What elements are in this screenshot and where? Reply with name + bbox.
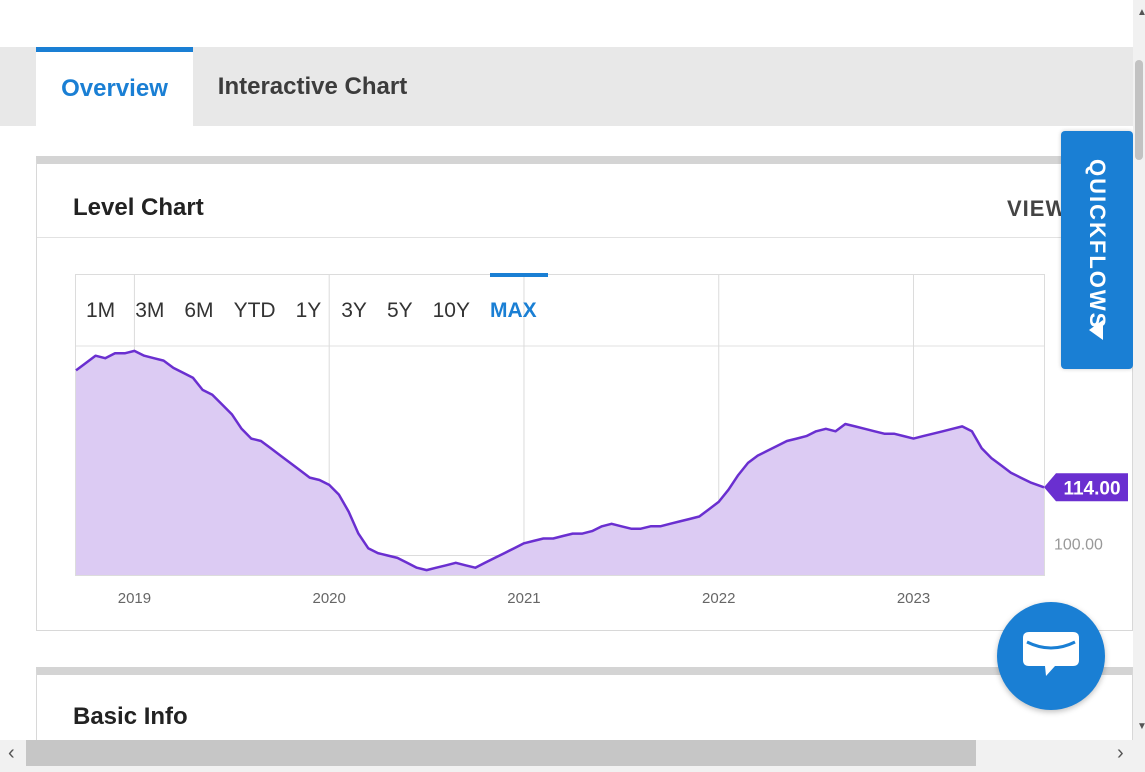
range-button-1y[interactable]: 1Y [295,298,322,322]
y-tick-label: 100.00 [1054,537,1103,554]
scroll-left-icon[interactable]: ‹ [8,742,15,764]
card-divider [37,237,1132,238]
x-tick-label: 2023 [897,590,930,607]
level-chart-card: Level Chart VIEW 2019 2020 2021 2022 2023 100… [36,156,1133,631]
range-button-1m[interactable]: 1M [86,298,116,322]
series-area [76,350,1044,575]
range-button-max[interactable]: MAX [480,273,548,346]
horizontal-scroll-thumb[interactable] [26,740,976,766]
tab-overview[interactable]: Overview [36,47,193,126]
range-button-6m[interactable]: 6M [184,298,214,322]
last-value-flag [1044,473,1128,502]
range-selector: 1M 3M 6M YTD 1Y 3Y 5Y 10Y MAX [76,273,548,346]
vertical-scroll-thumb[interactable] [1135,60,1143,160]
chat-button[interactable] [997,602,1105,710]
x-tick-label: 2020 [313,590,346,607]
basic-info-card: Basic Info [36,667,1133,747]
scroll-right-icon[interactable]: › [1117,742,1124,764]
chat-bubble-icon [1023,632,1079,676]
level-chart-svg: 2019 2020 2021 2022 2023 100.00 114.00 [75,275,1128,607]
x-tick-label: 2022 [702,590,735,607]
last-value-label: 114.00 [1063,478,1120,499]
range-button-ytd[interactable]: YTD [233,298,276,322]
x-tick-label: 2021 [507,590,540,607]
range-button-10y[interactable]: 10Y [432,298,470,322]
quickflows-panel[interactable]: QUICKFLOWS [1061,131,1133,369]
vertical-scrollbar[interactable] [1133,0,1145,740]
series-line [75,349,1045,572]
basic-info-title: Basic Info [73,703,188,730]
range-button-5y[interactable]: 5Y [386,298,413,322]
level-chart: 2019 2020 2021 2022 2023 100.00 114.00 1M 3M 6… [75,273,1128,607]
horizontal-scrollbar[interactable]: ‹ › [0,740,1145,772]
x-tick-label: 2019 [118,590,151,607]
triangle-left-icon [1089,320,1103,340]
range-button-3y[interactable]: 3Y [341,298,367,322]
view-link[interactable]: VIEW [1007,196,1068,221]
tab-interactive-chart[interactable]: Interactive Chart [217,72,408,100]
scroll-up-icon[interactable]: ▲ [1137,7,1145,18]
tab-bar: Overview Interactive Chart [0,47,1133,126]
scroll-down-icon[interactable]: ▼ [1137,721,1145,732]
range-button-3m[interactable]: 3M [135,298,165,322]
quickflows-label: QUICKFLOWS [1085,159,1110,330]
level-chart-title: Level Chart [73,194,204,221]
